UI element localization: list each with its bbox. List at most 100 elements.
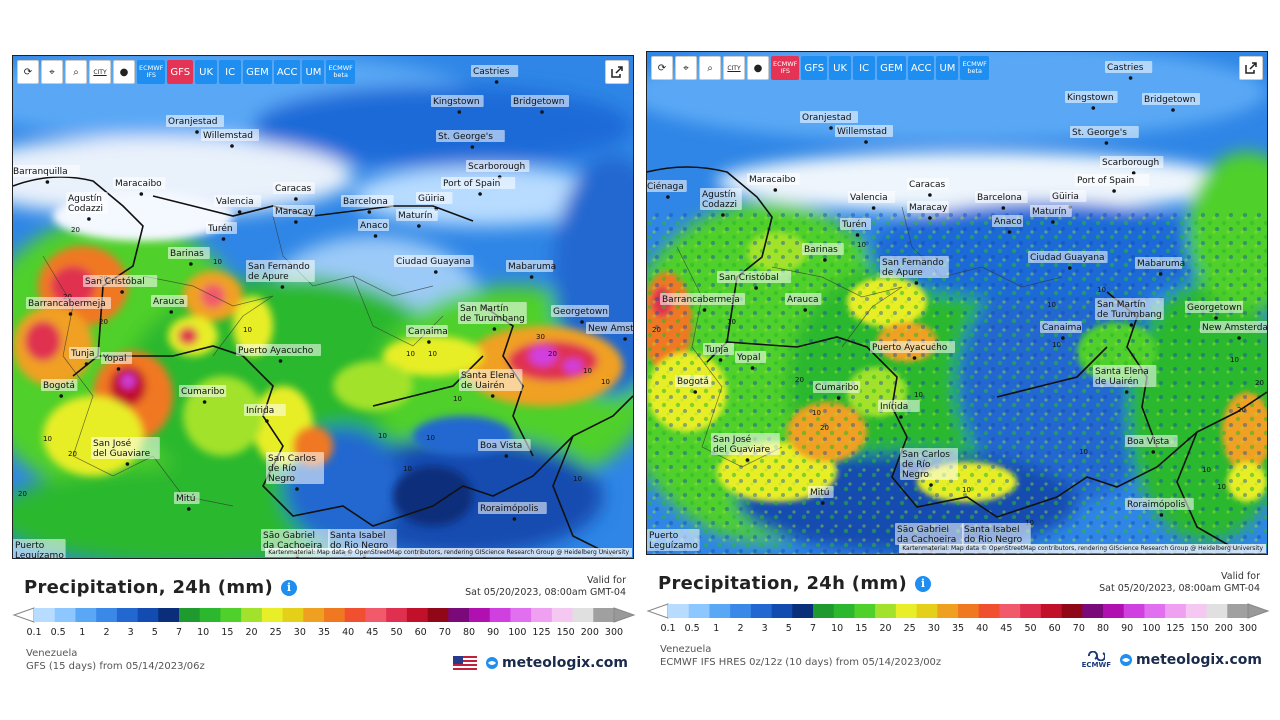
svg-text:San José: San José bbox=[713, 434, 752, 445]
contour-label: 20 bbox=[68, 450, 77, 458]
refresh-icon[interactable]: ⟳ bbox=[17, 60, 39, 84]
model-button-ic[interactable]: IC bbox=[853, 56, 876, 80]
model-button-ecmwf-ifs[interactable]: ECMWF IFS bbox=[771, 56, 800, 80]
svg-text:del Guaviare: del Guaviare bbox=[93, 449, 151, 459]
ecmwf-panel: 20101010101010201010102010101010201020 C… bbox=[646, 51, 1270, 675]
svg-text:Arauca: Arauca bbox=[153, 297, 185, 307]
svg-text:São Gabriel: São Gabriel bbox=[897, 525, 949, 535]
share-button[interactable] bbox=[605, 60, 629, 84]
city-label: Canaima bbox=[406, 325, 448, 344]
scale-swatch bbox=[1103, 604, 1125, 618]
scale-tick-label: 150 bbox=[1190, 623, 1209, 634]
scale-tick-label: 5 bbox=[785, 623, 792, 634]
dot-icon[interactable]: ● bbox=[113, 60, 135, 84]
scale-labels: 0.1 0.5 1 2 3 5 7 10 15 20 25 30 35 40 45 50 60 70 80 90 100… bbox=[646, 623, 1270, 635]
model-button-gem[interactable]: GEM bbox=[243, 60, 272, 84]
scale-tick-label: 125 bbox=[1166, 623, 1185, 634]
meteologix-logo[interactable]: meteologix.com bbox=[485, 655, 628, 671]
svg-text:San Cristóbal: San Cristóbal bbox=[85, 276, 145, 287]
scale-tick-label: 125 bbox=[532, 627, 551, 638]
model-button-ecmwf-beta[interactable]: ECMWF beta bbox=[960, 56, 989, 80]
contour-label: 10 bbox=[406, 350, 415, 358]
scale-swatch bbox=[448, 608, 470, 622]
contour-label: 10 bbox=[727, 318, 736, 326]
model-button-acc[interactable]: ACC bbox=[907, 56, 935, 80]
scale-tick-label: 300 bbox=[604, 627, 624, 638]
model-button-gem[interactable]: GEM bbox=[877, 56, 906, 80]
svg-text:Güiria: Güiria bbox=[1052, 192, 1079, 202]
scale-swatch bbox=[344, 608, 366, 622]
scale-swatch bbox=[1123, 604, 1145, 618]
map-canvas[interactable]: 20101010101010201010102010101010201020 C… bbox=[647, 52, 1267, 554]
precipitation-map[interactable]: 20101010101010201010102010101010201020 C… bbox=[646, 51, 1268, 555]
scale-swatch bbox=[709, 604, 731, 618]
model-button-ic[interactable]: IC bbox=[219, 60, 242, 84]
svg-text:Maracay: Maracay bbox=[909, 203, 948, 213]
model-button-acc[interactable]: ACC bbox=[273, 60, 301, 84]
city-label: Georgetown bbox=[551, 305, 609, 324]
zoom-icon[interactable]: ⌕ bbox=[699, 56, 721, 80]
location-pin-icon[interactable]: ⌖ bbox=[675, 56, 697, 80]
meteologix-logo[interactable]: meteologix.com bbox=[1119, 652, 1262, 668]
svg-text:San Carlos: San Carlos bbox=[268, 454, 316, 464]
scale-swatch bbox=[771, 604, 793, 618]
city-label: Bogotá bbox=[675, 375, 712, 394]
model-button-ecmwf-beta[interactable]: ECMWF beta bbox=[326, 60, 355, 84]
svg-text:Arauca: Arauca bbox=[787, 295, 819, 305]
globe-icon bbox=[486, 657, 499, 669]
zoom-icon[interactable]: ⌕ bbox=[65, 60, 87, 84]
svg-text:Mabaruma: Mabaruma bbox=[1137, 259, 1185, 269]
city-label: Maracaibo bbox=[747, 173, 800, 192]
scale-tick-label: 1 bbox=[79, 627, 86, 638]
model-button-ecmwf-ifs[interactable]: ECMWF IFS bbox=[137, 60, 166, 84]
city-label: New Amsterdam bbox=[586, 322, 633, 341]
svg-text:da Cachoeira: da Cachoeira bbox=[897, 535, 956, 545]
scale-swatch bbox=[137, 608, 159, 622]
svg-text:St. George's: St. George's bbox=[1072, 128, 1127, 138]
model-button-uk[interactable]: UK bbox=[829, 56, 852, 80]
svg-text:Cumaribo: Cumaribo bbox=[181, 387, 225, 397]
scale-tick-label: 30 bbox=[293, 627, 306, 638]
scale-swatch bbox=[179, 608, 201, 622]
model-button-um[interactable]: UM bbox=[302, 60, 325, 84]
model-button-gfs[interactable]: GFS bbox=[167, 60, 194, 84]
scale-swatch bbox=[895, 604, 917, 618]
svg-text:Negro: Negro bbox=[902, 470, 929, 480]
scale-swatch bbox=[365, 608, 387, 622]
svg-text:Oranjestad: Oranjestad bbox=[802, 113, 852, 123]
svg-text:do Rio Negro: do Rio Negro bbox=[330, 541, 389, 551]
model-button-gfs[interactable]: GFS bbox=[801, 56, 828, 80]
legend: Precipitation, 24h (mm) i Valid for Sat … bbox=[646, 555, 1270, 675]
svg-text:Mitú: Mitú bbox=[810, 488, 830, 498]
city-label: Kingstown bbox=[1065, 91, 1118, 110]
svg-text:Güiria: Güiria bbox=[418, 194, 445, 204]
city-label: Puerto Ayacucho bbox=[236, 344, 321, 363]
scale-swatch bbox=[1144, 604, 1166, 618]
dot-icon[interactable]: ● bbox=[747, 56, 769, 80]
scale-tick-label: 1 bbox=[713, 623, 720, 634]
map-canvas[interactable]: 2020101020103010201010102020101020101010… bbox=[13, 56, 633, 558]
scale-tick-label: 35 bbox=[951, 623, 965, 634]
model-button-uk[interactable]: UK bbox=[195, 60, 218, 84]
city-label: Oranjestad bbox=[166, 115, 224, 134]
city-toggle[interactable]: CITY bbox=[723, 56, 745, 80]
info-icon[interactable]: i bbox=[280, 579, 297, 596]
location-pin-icon[interactable]: ⌖ bbox=[41, 60, 63, 84]
city-toggle[interactable]: CITY bbox=[89, 60, 111, 84]
share-button[interactable] bbox=[1239, 56, 1263, 80]
contour-label: 20 bbox=[795, 376, 804, 384]
scale-tick-label: 3 bbox=[127, 627, 134, 638]
scale-swatch bbox=[1206, 604, 1228, 618]
svg-text:Puerto: Puerto bbox=[649, 531, 679, 541]
city-label: Mitú bbox=[174, 492, 200, 511]
refresh-icon[interactable]: ⟳ bbox=[651, 56, 673, 80]
precipitation-map[interactable]: 2020101020103010201010102020101020101010… bbox=[12, 55, 634, 559]
contour-label: 20 bbox=[71, 226, 80, 234]
svg-text:St. George's: St. George's bbox=[438, 132, 493, 142]
scale-tick-label: 30 bbox=[927, 623, 940, 634]
info-icon[interactable]: i bbox=[914, 575, 931, 592]
scale-swatch bbox=[833, 604, 855, 618]
model-button-um[interactable]: UM bbox=[936, 56, 959, 80]
